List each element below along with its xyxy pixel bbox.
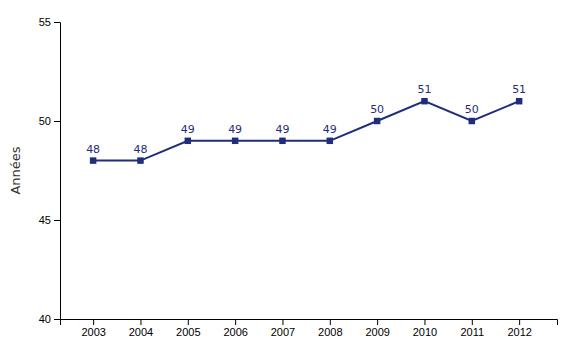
x-tick-mark — [377, 319, 378, 325]
y-tick-label: 40 — [39, 313, 51, 325]
x-tick: 2011 — [460, 319, 484, 338]
data-label: 48 — [86, 143, 100, 156]
x-tick-mark — [519, 319, 520, 325]
data-label: 49 — [228, 123, 242, 136]
marks — [90, 98, 522, 164]
y-tick: 45 — [39, 214, 60, 226]
marker — [137, 157, 143, 163]
marker — [232, 138, 238, 144]
data-labels: 48 48 49 49 49 49 50 51 50 51 — [86, 83, 526, 155]
data-label: 51 — [417, 83, 431, 96]
plot: 2003 2004 2005 2006 2007 2008 2009 2010 2011 2012… — [39, 16, 558, 338]
x-tick: 2008 — [318, 319, 342, 338]
x-tick-mark — [424, 319, 425, 325]
x-tick: 2006 — [223, 319, 247, 338]
x-tick-mark — [235, 319, 236, 325]
data-label: 49 — [323, 123, 337, 136]
x-tick: 2004 — [129, 319, 153, 338]
x-tick-label: 2006 — [223, 326, 247, 338]
y-tick-label: 50 — [39, 115, 51, 127]
x-tick-mark — [330, 319, 331, 325]
x-tick-mark — [282, 319, 283, 325]
y-axis: 40 45 50 55 — [39, 16, 61, 325]
x-tick: 2010 — [413, 319, 437, 338]
x-tick-label: 2005 — [176, 326, 200, 338]
y-axis-title: Années — [8, 146, 23, 194]
x-tick-mark — [93, 319, 94, 325]
data-label: 51 — [512, 83, 526, 96]
marker — [185, 138, 191, 144]
y-tick: 55 — [39, 16, 60, 28]
x-tick-mark — [472, 319, 473, 325]
marker — [374, 118, 380, 124]
x-tick-label: 2011 — [460, 326, 484, 338]
x-tick: 2012 — [507, 319, 531, 338]
x-tick-label: 2003 — [81, 326, 105, 338]
y-tick: 50 — [39, 115, 60, 127]
data-label: 49 — [275, 123, 289, 136]
x-tick: 2009 — [365, 319, 389, 338]
x-tick: 2007 — [271, 319, 295, 338]
y-tick-mark — [54, 220, 60, 221]
y-tick-label: 45 — [39, 214, 51, 226]
y-tick-mark — [54, 319, 60, 320]
marker — [516, 98, 522, 104]
x-tick: 2005 — [176, 319, 200, 338]
marker — [90, 157, 96, 163]
data-label: 50 — [465, 103, 479, 116]
x-tick-mark — [140, 319, 141, 325]
marker — [469, 118, 475, 124]
x-tick-label: 2009 — [365, 326, 389, 338]
x-tick-label: 2012 — [507, 326, 531, 338]
data-label: 50 — [370, 103, 384, 116]
y-tick: 40 — [39, 313, 60, 325]
data-label: 49 — [181, 123, 195, 136]
y-axis-line — [54, 23, 61, 320]
x-axis: 2003 2004 2005 2006 2007 2008 2009 2010 2011 2012 — [61, 319, 558, 338]
y-tick-label: 55 — [39, 16, 51, 28]
x-axis-line — [61, 320, 558, 326]
marker — [421, 98, 427, 104]
x-tick-mark — [188, 319, 189, 325]
chart: 2003 2004 2005 2006 2007 2008 2009 2010 2011 2012… — [0, 0, 579, 353]
x-tick-label: 2010 — [413, 326, 437, 338]
marker — [279, 138, 285, 144]
x-tick-label: 2004 — [129, 326, 153, 338]
x-tick: 2003 — [81, 319, 105, 338]
marker — [327, 138, 333, 144]
x-tick-label: 2007 — [271, 326, 295, 338]
y-tick-mark — [54, 121, 60, 122]
line — [93, 101, 519, 160]
data-label: 48 — [133, 143, 147, 156]
y-tick-mark — [54, 22, 60, 23]
x-tick-label: 2008 — [318, 326, 342, 338]
